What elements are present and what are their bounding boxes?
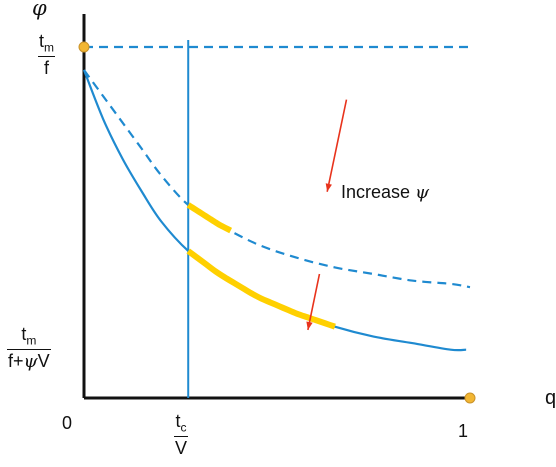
- x-marker-numerator: t: [175, 411, 181, 431]
- x-marker-label-tc-over-v: tc V: [174, 411, 189, 459]
- y-tick-bottom-numerator-sub: m: [26, 333, 37, 348]
- point-layer: [78, 41, 476, 404]
- y-tick-label-tm-over-f: tm f: [38, 31, 56, 79]
- denominator-psi: ψ: [23, 351, 38, 373]
- annotation-symbol: ψ: [415, 182, 430, 203]
- red-arrow-1: [306, 273, 321, 331]
- highlight-segment-0: [186, 202, 233, 234]
- y-tick-bottom-denominator: f+ψV: [8, 351, 50, 373]
- y-axis-label: φ: [32, 0, 47, 20]
- x-marker-numerator-sub: c: [180, 420, 187, 435]
- endpoint-dot-1: [464, 392, 476, 404]
- red-arrow-0: [325, 99, 348, 192]
- endpoint-dot-0: [78, 41, 90, 53]
- series-line-1: [82, 69, 467, 352]
- y-tick-label-tm-over-f-psi-v: tm f+ψV: [7, 325, 51, 372]
- series-line-0: [83, 69, 471, 289]
- x-marker-denominator: V: [175, 438, 188, 459]
- y-tick-bottom-numerator: t: [21, 324, 27, 344]
- x-tick-label-1: 1: [458, 421, 469, 441]
- increase-psi-annotation: Increase ψ: [341, 183, 429, 202]
- x-axis-label: q: [545, 387, 556, 409]
- y-tick-top-numerator-sub: m: [44, 40, 55, 55]
- y-tick-top-numerator: t: [39, 31, 45, 51]
- y-tick-top-denominator: f: [44, 58, 50, 79]
- arrow-layer: [306, 99, 348, 331]
- annotation-text: Increase: [341, 182, 416, 202]
- x-tick-label-0: 0: [62, 413, 73, 433]
